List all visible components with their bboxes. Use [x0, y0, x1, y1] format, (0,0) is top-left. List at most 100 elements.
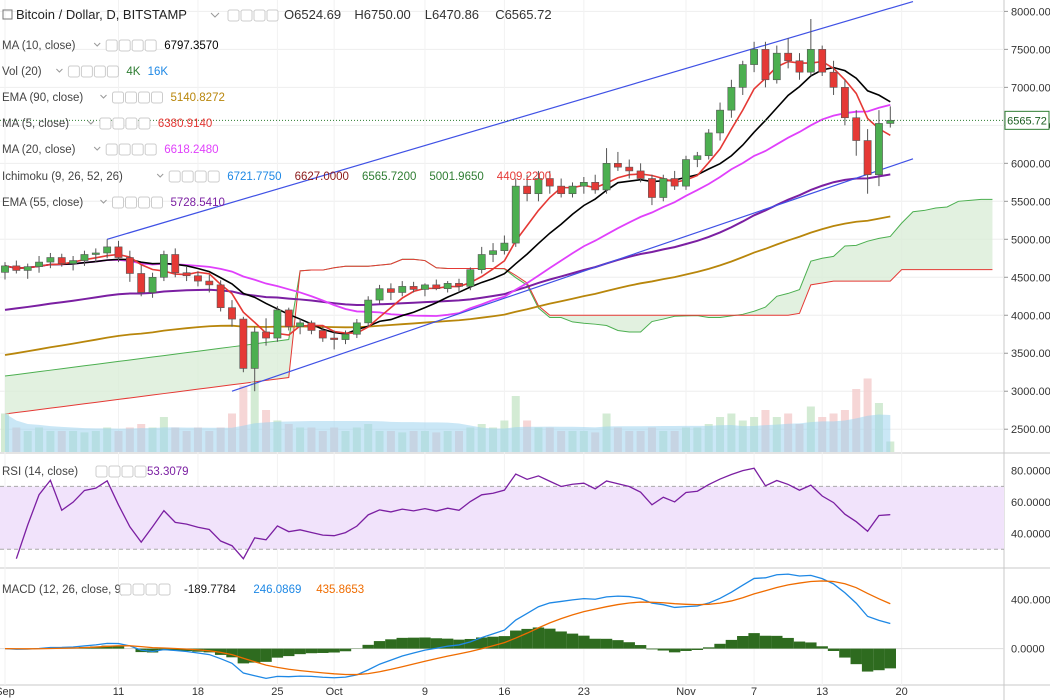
candle[interactable]	[545, 170, 554, 194]
rsi-legend[interactable]: RSI (14, close) 53.3079	[2, 465, 189, 478]
indicator-row[interactable]: MA (10, close) 6797.3570	[2, 39, 219, 52]
candle[interactable]	[727, 79, 736, 118]
candle[interactable]	[91, 248, 100, 263]
eye-icon[interactable]	[227, 9, 240, 22]
indicator-controls[interactable]	[112, 91, 163, 104]
candle[interactable]	[852, 110, 861, 156]
indicator-controls[interactable]	[99, 117, 151, 130]
chevron-down-icon[interactable]	[87, 120, 95, 125]
close-icon[interactable]	[93, 65, 106, 78]
candle[interactable]	[182, 265, 191, 282]
candle[interactable]	[875, 110, 883, 187]
settings-icon[interactable]	[181, 170, 194, 183]
candle[interactable]	[500, 235, 509, 255]
candle[interactable]	[886, 106, 895, 128]
candle[interactable]	[46, 252, 55, 269]
close-icon[interactable]	[121, 465, 134, 478]
indicator-row[interactable]: EMA (55, close) 5728.5410	[2, 196, 225, 209]
candle[interactable]	[80, 250, 89, 266]
candle[interactable]	[194, 271, 202, 287]
candle[interactable]	[330, 330, 339, 350]
candle[interactable]	[114, 240, 123, 263]
candle[interactable]	[682, 155, 690, 190]
candle[interactable]	[829, 60, 838, 95]
chevron-down-icon[interactable]	[156, 173, 164, 178]
candle[interactable]	[534, 170, 543, 202]
indicator-controls[interactable]	[227, 9, 279, 22]
eye-icon[interactable]	[95, 465, 108, 478]
candle[interactable]	[477, 246, 486, 274]
candle[interactable]	[103, 239, 112, 259]
candle[interactable]	[579, 177, 588, 194]
indicator-controls[interactable]	[67, 65, 119, 78]
candle[interactable]	[171, 248, 180, 278]
candle[interactable]	[1, 262, 9, 280]
candle[interactable]	[386, 283, 395, 301]
candle[interactable]	[455, 278, 463, 293]
candle[interactable]	[273, 306, 282, 342]
candle[interactable]	[795, 53, 804, 80]
candle[interactable]	[625, 159, 634, 179]
more-icon[interactable]	[138, 117, 151, 130]
candle[interactable]	[409, 281, 418, 293]
more-icon[interactable]	[158, 583, 171, 596]
candle[interactable]	[239, 316, 248, 373]
settings-icon[interactable]	[240, 9, 253, 22]
eye-icon[interactable]	[119, 583, 132, 596]
candle[interactable]	[432, 279, 441, 291]
candle[interactable]	[137, 265, 146, 297]
candlesticks[interactable]	[1, 18, 895, 392]
candle[interactable]	[148, 272, 157, 298]
candle[interactable]	[818, 45, 827, 76]
candle[interactable]	[307, 320, 316, 335]
candle[interactable]	[296, 319, 304, 335]
candle[interactable]	[670, 170, 679, 190]
indicator-row[interactable]: MA (5, close) 6380.9140	[2, 117, 212, 130]
indicator-controls[interactable]	[112, 196, 163, 209]
candle[interactable]	[806, 18, 815, 76]
more-icon[interactable]	[266, 9, 279, 22]
candle[interactable]	[12, 260, 21, 274]
candle[interactable]	[738, 60, 747, 95]
candle[interactable]	[364, 296, 373, 327]
eye-icon[interactable]	[99, 117, 112, 130]
chevron-down-icon[interactable]	[93, 146, 101, 151]
candle[interactable]	[750, 41, 758, 73]
close-icon[interactable]	[138, 196, 150, 209]
candle[interactable]	[716, 102, 724, 141]
close-icon[interactable]	[125, 117, 138, 130]
chevron-down-icon[interactable]	[100, 94, 107, 99]
indicator-controls[interactable]	[168, 170, 220, 183]
candle[interactable]	[160, 250, 168, 282]
settings-icon[interactable]	[132, 583, 145, 596]
candle[interactable]	[57, 253, 66, 267]
candle[interactable]	[69, 256, 77, 271]
close-icon[interactable]	[253, 9, 266, 22]
eye-icon[interactable]	[168, 170, 181, 183]
eye-icon[interactable]	[67, 65, 80, 78]
candle[interactable]	[511, 178, 520, 247]
price-axis[interactable]: 8000.007500.007000.006500.006000.005500.…	[0, 6, 1050, 698]
candle[interactable]	[636, 163, 645, 183]
more-icon[interactable]	[151, 91, 163, 104]
settings-icon[interactable]	[118, 39, 131, 52]
candle[interactable]	[375, 284, 384, 304]
candle[interactable]	[352, 319, 361, 339]
indicator-controls[interactable]	[119, 583, 171, 596]
more-icon[interactable]	[106, 65, 119, 78]
chevron-down-icon[interactable]	[100, 199, 107, 204]
more-icon[interactable]	[207, 170, 220, 183]
indicator-row[interactable]: Ichimoku (9, 26, 52, 26) 6721.7750 6627.00…	[2, 170, 551, 183]
chevron-down-icon[interactable]	[210, 12, 220, 18]
candle[interactable]	[704, 129, 713, 160]
channel-lower-line[interactable]	[231, 158, 914, 392]
more-icon[interactable]	[151, 196, 163, 209]
settings-icon[interactable]	[125, 91, 137, 104]
chevron-down-icon[interactable]	[93, 42, 101, 47]
close-icon[interactable]	[131, 39, 144, 52]
candle[interactable]	[421, 283, 429, 297]
candle[interactable]	[489, 243, 497, 263]
candle[interactable]	[216, 280, 225, 312]
close-icon[interactable]	[194, 170, 207, 183]
candle[interactable]	[125, 250, 134, 282]
